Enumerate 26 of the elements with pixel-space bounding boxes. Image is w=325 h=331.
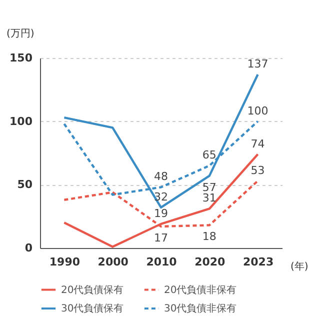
data-label: 57 xyxy=(202,180,216,194)
data-label: 100 xyxy=(247,104,268,118)
data-label: 74 xyxy=(250,137,265,150)
legend-label: 20代負債非保有 xyxy=(164,284,237,296)
data-label: 48 xyxy=(154,170,168,184)
x-tick-label: 2000 xyxy=(98,256,129,268)
legend-label: 30代負債保有 xyxy=(61,302,124,314)
legend-label: 20代負債保有 xyxy=(61,284,124,296)
y-tick-label: 50 xyxy=(17,178,33,192)
x-tick-label: 2023 xyxy=(242,256,274,268)
x-tick-label: 2010 xyxy=(146,256,178,268)
legend-label: 30代負債非保有 xyxy=(164,302,237,314)
y-tick-label: 100 xyxy=(10,114,33,128)
data-label: 65 xyxy=(202,148,216,162)
x-axis-title: (年) xyxy=(290,260,308,272)
data-label: 19 xyxy=(154,206,168,220)
data-label: 18 xyxy=(202,230,216,244)
y-tick-label: 0 xyxy=(24,242,33,254)
data-label: 17 xyxy=(154,231,168,244)
y-tick-label: 150 xyxy=(10,52,33,64)
x-tick-label: 1990 xyxy=(49,256,80,268)
x-tick-label: 2020 xyxy=(194,256,226,268)
y-axis-title: (万円) xyxy=(6,28,34,40)
data-label: 31 xyxy=(202,192,216,205)
data-label: 53 xyxy=(250,164,265,177)
data-label: 137 xyxy=(247,57,268,70)
